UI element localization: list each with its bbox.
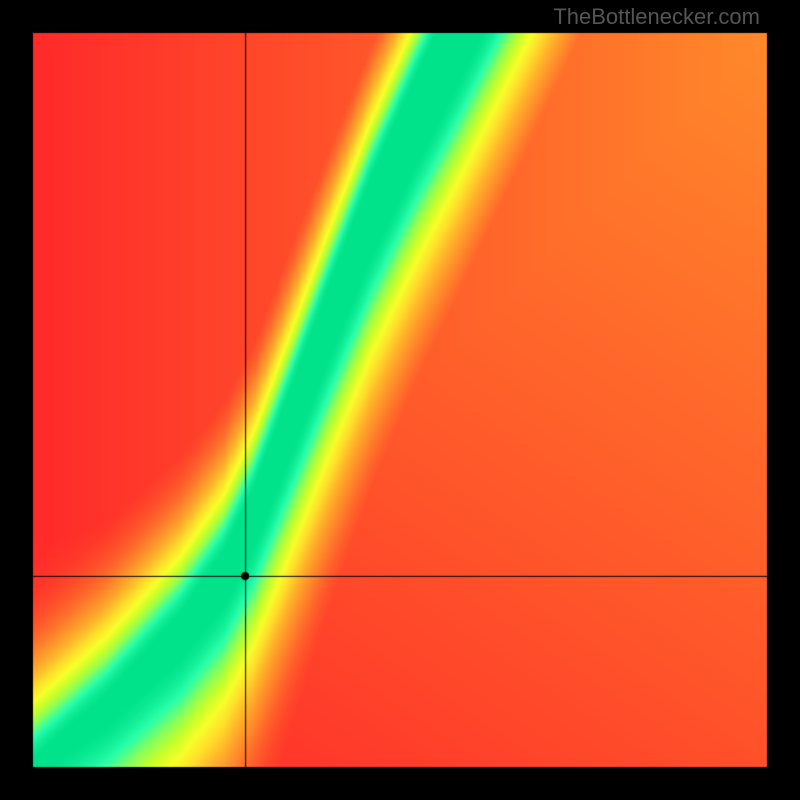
- chart-container: TheBottlenecker.com: [0, 0, 800, 800]
- watermark-text: TheBottlenecker.com: [553, 4, 760, 30]
- bottleneck-heatmap: [0, 0, 800, 800]
